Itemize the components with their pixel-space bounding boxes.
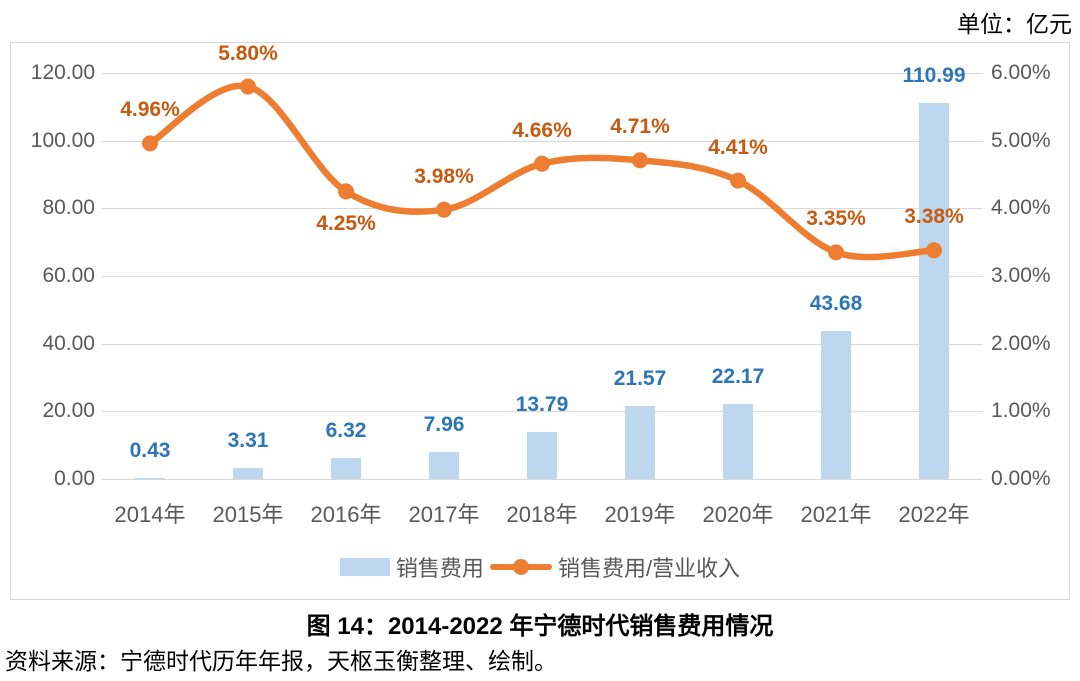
ratio-value-label: 3.98% [414, 164, 474, 188]
bar-value-label: 43.68 [809, 292, 863, 316]
line-marker [534, 155, 550, 172]
ratio-value-label: 5.80% [218, 41, 278, 65]
left-axis-tick: 0.00 [54, 467, 95, 490]
bar [233, 467, 263, 479]
bar [919, 103, 949, 479]
right-axis-tick: 5.00% [991, 128, 1051, 152]
left-axis-tick: 120.00 [30, 61, 95, 84]
right-axis-tick: 3.00% [991, 264, 1051, 287]
line-marker [240, 78, 256, 95]
bar-value-label: 7.96 [423, 413, 465, 437]
right-axis-tick: 4.00% [991, 196, 1051, 220]
right-axis-tick: 2.00% [991, 331, 1051, 355]
bar [527, 432, 557, 479]
left-axis-tick: 60.00 [42, 264, 95, 287]
bar [723, 403, 753, 479]
x-axis-label: 2019年 [604, 502, 676, 527]
source-note: 资料来源：宁德时代历年年报，天枢玉衡整理、绘制。 [5, 649, 557, 674]
x-axis-label: 2022年 [898, 502, 970, 527]
bar-value-label: 13.79 [515, 393, 569, 417]
bar-value-label: 21.57 [613, 367, 667, 391]
x-axis-label: 2021年 [800, 502, 872, 527]
bar [429, 452, 459, 479]
line-marker [436, 201, 452, 218]
line-marker [730, 172, 746, 189]
line-marker [632, 152, 648, 169]
left-axis-tick: 100.00 [30, 128, 95, 152]
x-axis-label: 2018年 [506, 502, 578, 527]
gridline [101, 73, 983, 74]
line-marker [338, 183, 354, 200]
unit-label: 单位：亿元 [957, 12, 1072, 37]
x-axis-label: 2014年 [114, 502, 186, 527]
bar-value-label: 110.99 [902, 64, 966, 88]
left-axis-tick: 20.00 [42, 399, 95, 423]
legend-label-bar: 销售费用 [395, 556, 484, 581]
gridline [101, 411, 983, 413]
legend-label-line: 销售费用/营业收入 [557, 556, 741, 581]
chart-area: 销售费用 销售费用/营业收入 0.00 0.00% 20.00 1.00% 40.00 2… [10, 42, 1070, 600]
right-axis-tick: 0.00% [991, 467, 1051, 490]
right-axis-tick: 6.00% [991, 61, 1051, 84]
line-marker [142, 135, 158, 152]
gridline [101, 343, 983, 345]
gridline [101, 479, 983, 480]
bar [331, 457, 361, 479]
legend-bar-swatch [339, 558, 390, 576]
bar-value-label: 6.32 [325, 418, 367, 442]
gridline [101, 276, 983, 277]
legend-line-marker [512, 559, 529, 575]
legend: 销售费用 销售费用/营业收入 [11, 551, 1069, 583]
legend-line-swatch [489, 558, 552, 576]
left-axis-tick: 40.00 [42, 331, 95, 355]
bar [625, 406, 655, 479]
ratio-value-label: 3.35% [806, 207, 866, 231]
ratio-value-label: 4.66% [512, 118, 572, 142]
x-axis-label: 2020年 [702, 502, 774, 527]
ratio-value-label: 4.41% [708, 135, 768, 159]
bar [135, 477, 165, 479]
ratio-value-label: 4.71% [610, 115, 670, 139]
bar [821, 331, 851, 479]
bar-value-label: 3.31 [227, 428, 269, 452]
right-axis-tick: 1.00% [991, 399, 1051, 423]
figure-title: 图 14：2014-2022 年宁德时代销售费用情况 [306, 613, 774, 640]
ratio-value-label: 3.38% [904, 205, 964, 229]
line-marker [828, 244, 844, 261]
ratio-line [146, 82, 938, 261]
x-axis-label: 2017年 [408, 502, 480, 527]
left-axis-tick: 80.00 [42, 196, 95, 220]
bar-value-label: 22.17 [711, 364, 765, 388]
ratio-value-label: 4.25% [316, 212, 376, 236]
ratio-value-label: 4.96% [120, 98, 180, 122]
x-axis-label: 2016年 [310, 502, 382, 527]
bar-value-label: 0.43 [129, 438, 171, 462]
x-axis-label: 2015年 [212, 502, 284, 527]
